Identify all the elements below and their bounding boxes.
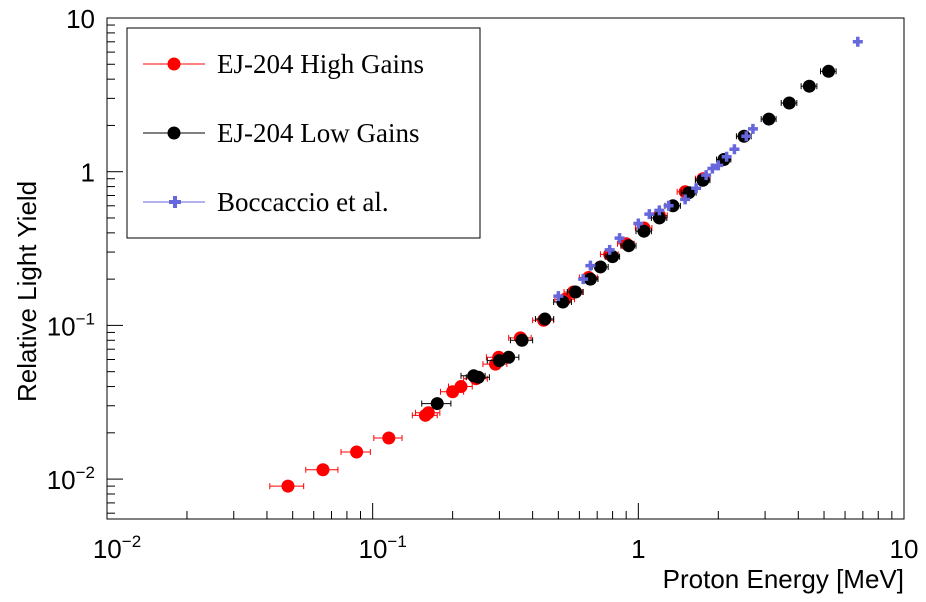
- data-point: [654, 205, 665, 216]
- data-point: [701, 170, 712, 181]
- data-point: [729, 144, 740, 155]
- data-point: [538, 312, 552, 326]
- x-axis-tick-labels: 10−2 10−1 1 10: [93, 532, 919, 564]
- legend-label: EJ-204 High Gains: [217, 49, 424, 79]
- data-point: [515, 333, 529, 347]
- data-point: [637, 224, 651, 238]
- data-marks: [269, 36, 863, 493]
- data-point: [663, 200, 674, 211]
- data-point: [747, 123, 758, 134]
- y-tick-label: 10−1: [47, 309, 95, 341]
- y-axis-tick-labels: 10−2 10−1 1 10: [47, 4, 95, 495]
- y-tick-label: 1: [81, 158, 95, 188]
- data-point: [585, 260, 596, 271]
- data-point: [578, 274, 589, 285]
- data-point: [680, 194, 691, 205]
- legend-label: EJ-204 Low Gains: [217, 118, 419, 148]
- data-point: [762, 112, 776, 126]
- data-point: [707, 163, 718, 174]
- x-tick-label: 10: [890, 534, 919, 564]
- data-point: [691, 183, 702, 194]
- legend-entry: EJ-204 Low Gains: [143, 118, 419, 148]
- legend-entries: EJ-204 High Gains EJ-204 Low Gains Boccacc…: [143, 49, 424, 217]
- legend-entry: EJ-204 High Gains: [143, 49, 424, 79]
- data-point: [741, 131, 752, 142]
- y-tick-label: 10−2: [47, 463, 95, 495]
- data-point: [652, 211, 666, 225]
- y-axis-ticks: [107, 17, 123, 514]
- data-point: [782, 96, 796, 110]
- legend-entry: Boccaccio et al.: [143, 187, 389, 217]
- series-ej-204-low-gains: [421, 64, 837, 411]
- data-point: [316, 463, 330, 477]
- legend-marker: [169, 196, 181, 208]
- x-tick-label: 10−1: [359, 532, 407, 564]
- data-point: [622, 239, 636, 253]
- legend: EJ-204 High Gains EJ-204 Low Gains Boccacc…: [126, 27, 481, 239]
- legend-label: Boccaccio et al.: [217, 187, 389, 217]
- data-point: [633, 218, 644, 229]
- data-point: [802, 79, 816, 93]
- data-point: [553, 291, 564, 302]
- data-point: [382, 431, 396, 445]
- data-point: [568, 285, 582, 299]
- x-tick-label: 10−2: [93, 532, 141, 564]
- data-point: [583, 272, 597, 286]
- data-point: [281, 479, 295, 493]
- data-point: [454, 380, 468, 394]
- x-axis-ticks: [106, 503, 905, 519]
- y-axis-label: Relative Light Yield: [12, 181, 42, 402]
- data-point: [822, 64, 836, 78]
- plot-frame: [106, 17, 905, 520]
- legend-marker: [167, 57, 181, 71]
- data-point: [604, 244, 615, 255]
- x-axis-label: Proton Energy [MeV]: [663, 564, 904, 594]
- data-point: [421, 406, 435, 420]
- data-point: [614, 233, 625, 244]
- series-boccaccio-et-al-: [553, 36, 863, 302]
- data-point: [852, 36, 863, 47]
- data-point: [502, 350, 516, 364]
- data-point: [644, 209, 655, 220]
- y-tick-label: 10: [66, 4, 95, 34]
- data-point: [350, 445, 364, 459]
- data-point: [721, 151, 732, 162]
- data-point: [430, 397, 444, 411]
- data-point: [593, 260, 607, 274]
- x-tick-label: 1: [631, 534, 645, 564]
- data-point: [713, 160, 724, 171]
- legend-marker: [167, 126, 181, 140]
- data-point: [471, 370, 485, 384]
